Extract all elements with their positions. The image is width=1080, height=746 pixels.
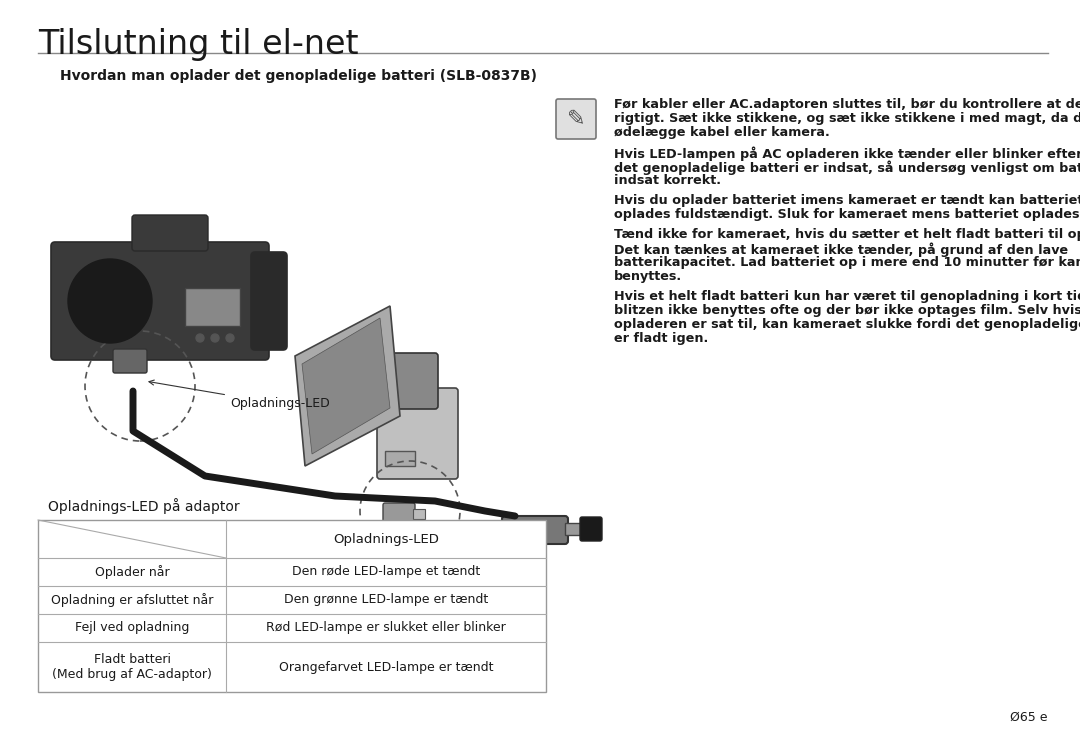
Text: er fladt igen.: er fladt igen. — [615, 332, 708, 345]
Text: blitzen ikke benyttes ofte og der bør ikke optages film. Selv hvis: blitzen ikke benyttes ofte og der bør ik… — [615, 304, 1080, 317]
Text: oplades fuldstændigt. Sluk for kameraet mens batteriet oplades.: oplades fuldstændigt. Sluk for kameraet … — [615, 208, 1080, 221]
Circle shape — [98, 289, 122, 313]
FancyBboxPatch shape — [377, 388, 458, 479]
FancyBboxPatch shape — [132, 215, 208, 251]
Text: Orangefarvet LED-lampe er tændt: Orangefarvet LED-lampe er tændt — [279, 660, 494, 674]
Circle shape — [104, 295, 116, 307]
Bar — [413, 509, 426, 519]
Text: Opladning er afsluttet når: Opladning er afsluttet når — [51, 593, 213, 607]
Circle shape — [195, 334, 204, 342]
Text: opladeren er sat til, kan kameraet slukke fordi det genopladelige batteri: opladeren er sat til, kan kameraet slukk… — [615, 318, 1080, 331]
Text: det genopladelige batteri er indsat, så undersøg venligst om batteriet er: det genopladelige batteri er indsat, så … — [615, 160, 1080, 175]
Circle shape — [226, 334, 234, 342]
Bar — [38, 520, 546, 692]
Text: Det kan tænkes at kameraet ikke tænder, på grund af den lave: Det kan tænkes at kameraet ikke tænder, … — [615, 242, 1068, 257]
Circle shape — [211, 334, 219, 342]
Text: Hvis LED-lampen på AC opladeren ikke tænder eller blinker efter, at: Hvis LED-lampen på AC opladeren ikke tæn… — [615, 146, 1080, 160]
Circle shape — [87, 279, 132, 323]
Text: Opladnings-LED: Opladnings-LED — [149, 380, 329, 410]
FancyBboxPatch shape — [51, 242, 269, 360]
Circle shape — [78, 269, 141, 333]
Text: Fejl ved opladning: Fejl ved opladning — [75, 621, 189, 635]
Text: Oplader når: Oplader når — [95, 565, 170, 579]
Text: Rød LED-lampe er slukket eller blinker: Rød LED-lampe er slukket eller blinker — [266, 621, 505, 635]
Text: Den røde LED-lampe et tændt: Den røde LED-lampe et tændt — [292, 565, 481, 578]
Text: ✎: ✎ — [567, 109, 585, 129]
FancyBboxPatch shape — [502, 516, 568, 544]
Text: benyttes.: benyttes. — [615, 270, 683, 283]
Polygon shape — [295, 306, 400, 466]
Text: Fladt batteri
(Med brug af AC-adaptor): Fladt batteri (Med brug af AC-adaptor) — [52, 653, 212, 681]
Bar — [565, 523, 585, 535]
FancyBboxPatch shape — [367, 353, 438, 409]
Text: Ø65 e: Ø65 e — [1011, 711, 1048, 724]
Text: Opladnings-LED: Opladnings-LED — [333, 533, 438, 545]
Text: Den grønne LED-lampe er tændt: Den grønne LED-lampe er tændt — [284, 594, 488, 606]
FancyBboxPatch shape — [383, 503, 415, 523]
Text: rigtigt. Sæt ikke stikkene, og sæt ikke stikkene i med magt, da dette kan: rigtigt. Sæt ikke stikkene, og sæt ikke … — [615, 112, 1080, 125]
FancyBboxPatch shape — [251, 252, 287, 350]
Bar — [384, 451, 415, 466]
FancyBboxPatch shape — [580, 517, 602, 541]
Text: Hvordan man oplader det genopladelige batteri (SLB-0837B): Hvordan man oplader det genopladelige ba… — [60, 69, 537, 83]
Text: Hvis du oplader batteriet imens kameraet er tændt kan batteriet ikke: Hvis du oplader batteriet imens kameraet… — [615, 194, 1080, 207]
Text: indsat korrekt.: indsat korrekt. — [615, 174, 721, 187]
Text: batterikapacitet. Lad batteriet op i mere end 10 minutter før kameraet: batterikapacitet. Lad batteriet op i mer… — [615, 256, 1080, 269]
Circle shape — [68, 259, 152, 343]
Text: Før kabler eller AC.adaptoren sluttes til, bør du kontrollere at det vender: Før kabler eller AC.adaptoren sluttes ti… — [615, 98, 1080, 111]
Text: Hvis et helt fladt batteri kun har været til genopladning i kort tid, bør: Hvis et helt fladt batteri kun har været… — [615, 290, 1080, 303]
Text: ødelægge kabel eller kamera.: ødelægge kabel eller kamera. — [615, 126, 829, 139]
Text: Opladnings-LED på adaptor: Opladnings-LED på adaptor — [48, 498, 240, 514]
Text: Tænd ikke for kameraet, hvis du sætter et helt fladt batteri til opladning.: Tænd ikke for kameraet, hvis du sætter e… — [615, 228, 1080, 241]
Text: Tilslutning til el-net: Tilslutning til el-net — [38, 28, 359, 61]
Bar — [185, 288, 240, 326]
FancyBboxPatch shape — [113, 349, 147, 373]
Polygon shape — [302, 318, 390, 454]
FancyBboxPatch shape — [556, 99, 596, 139]
